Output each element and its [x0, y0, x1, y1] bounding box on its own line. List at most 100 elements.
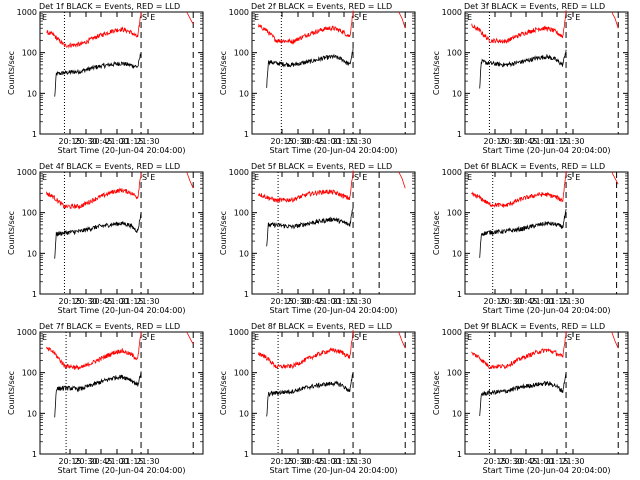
panel-title: Det 9f BLACK = Events, RED = LLD: [464, 322, 605, 331]
x-tick-label: 20:30: [286, 137, 309, 146]
x-tick-label: 20:30: [74, 297, 97, 306]
event-marker-s: S: [567, 13, 572, 22]
x-tick-label: 20:45: [89, 457, 112, 466]
series-events: [54, 53, 142, 97]
series-lld-tail: [398, 331, 406, 349]
y-tick-label: 1000: [17, 168, 37, 177]
event-marker-e: E: [575, 333, 580, 342]
series-lld: [471, 10, 567, 44]
y-axis-label: Counts/sec: [219, 211, 228, 255]
x-axis-label: Start Time (20-Jun-04 20:04:00): [270, 146, 398, 155]
x-tick-label: 20:45: [89, 137, 112, 146]
x-tick-label: 21:30: [348, 137, 371, 146]
panel-2f: Det 2f BLACK = Events, RED = LLD 1 10 100 10…: [219, 2, 416, 155]
event-marker-s: S: [142, 13, 147, 22]
panel-1f: Det 1f BLACK = Events, RED = LLD 1 10 100 10…: [7, 2, 204, 155]
x-axis-label: Start Time (20-Jun-04 20:04:00): [483, 466, 611, 475]
series-lld-tail: [186, 171, 194, 189]
x-tick-label: 20:15: [483, 297, 506, 306]
x-tick-label: 20:30: [74, 137, 97, 146]
panel-4f: Det 4f BLACK = Events, RED = LLD 1 10 100 10…: [7, 162, 204, 315]
x-axis-label: Start Time (20-Jun-04 20:04:00): [270, 466, 398, 475]
x-tick-label: 20:15: [483, 137, 506, 146]
event-marker-e: E: [467, 13, 472, 22]
x-tick-label: 20:30: [499, 297, 522, 306]
y-axis-label: Counts/sec: [432, 51, 441, 95]
event-marker-e: E: [150, 173, 155, 182]
series-lld: [46, 172, 142, 210]
x-tick-label: 21:00: [317, 457, 340, 466]
x-tick-label: 21:30: [348, 297, 371, 306]
y-tick-label: 10: [27, 249, 37, 258]
event-marker-e: E: [42, 173, 47, 182]
x-tick-label: 21:00: [317, 137, 340, 146]
event-marker-s: S: [567, 173, 572, 182]
series-events: [479, 373, 567, 417]
panel-title: Det 6f BLACK = Events, RED = LLD: [464, 162, 605, 171]
panel-6f: Det 6f BLACK = Events, RED = LLD 1 10 100 10…: [432, 162, 629, 315]
event-marker-e: E: [362, 173, 367, 182]
x-tick-label: 21:30: [561, 297, 584, 306]
x-axis-label: Start Time (20-Jun-04 20:04:00): [58, 146, 186, 155]
series-lld: [46, 331, 142, 371]
event-marker-s: S: [567, 333, 572, 342]
panel-title: Det 2f BLACK = Events, RED = LLD: [251, 2, 392, 11]
y-tick-label: 100: [447, 49, 462, 58]
plot-frame: [464, 11, 629, 135]
x-tick-label: 21:00: [530, 457, 553, 466]
y-tick-label: 10: [239, 409, 249, 418]
x-tick-label: 21:00: [530, 137, 553, 146]
x-tick-label: 20:45: [514, 457, 537, 466]
x-tick-label: 20:15: [483, 457, 506, 466]
event-marker-e: E: [362, 333, 367, 342]
series-events: [479, 49, 567, 89]
x-tick-label: 20:45: [301, 457, 324, 466]
panel-7f: Det 7f BLACK = Events, RED = LLD 1 10 100 10…: [7, 322, 204, 475]
event-marker-e: E: [42, 13, 47, 22]
x-axis-label: Start Time (20-Jun-04 20:04:00): [483, 306, 611, 315]
y-tick-label: 10: [452, 89, 462, 98]
y-axis-label: Counts/sec: [432, 211, 441, 255]
series-events: [54, 213, 142, 259]
x-tick-label: 20:30: [499, 137, 522, 146]
y-tick-label: 1: [457, 290, 462, 299]
y-tick-label: 1000: [229, 168, 249, 177]
series-lld-tail: [398, 11, 406, 29]
y-tick-label: 1: [244, 130, 249, 139]
y-tick-label: 1: [457, 130, 462, 139]
y-tick-label: 100: [447, 209, 462, 218]
event-marker-e: E: [254, 13, 259, 22]
x-tick-label: 21:30: [136, 457, 159, 466]
x-tick-label: 20:15: [58, 457, 81, 466]
x-axis-label: Start Time (20-Jun-04 20:04:00): [483, 146, 611, 155]
y-tick-label: 1000: [229, 8, 249, 17]
panel-title: Det 1f BLACK = Events, RED = LLD: [39, 2, 180, 11]
x-tick-label: 20:15: [58, 137, 81, 146]
series-lld: [471, 171, 567, 208]
event-marker-e: E: [254, 333, 259, 342]
x-tick-label: 21:00: [317, 297, 340, 306]
y-axis-label: Counts/sec: [432, 371, 441, 415]
x-tick-label: 20:45: [301, 137, 324, 146]
series-lld: [46, 12, 142, 49]
panel-9f: Det 9f BLACK = Events, RED = LLD 1 10 100 10…: [432, 322, 629, 475]
plot-frame: [39, 11, 204, 135]
panel-title: Det 3f BLACK = Events, RED = LLD: [464, 2, 605, 11]
y-tick-label: 1: [32, 290, 37, 299]
x-tick-label: 20:30: [286, 457, 309, 466]
panel-title: Det 4f BLACK = Events, RED = LLD: [39, 162, 180, 171]
x-axis-label: Start Time (20-Jun-04 20:04:00): [58, 466, 186, 475]
y-tick-label: 10: [27, 409, 37, 418]
event-marker-e: E: [42, 333, 47, 342]
y-tick-label: 1000: [442, 168, 462, 177]
y-axis-label: Counts/sec: [7, 211, 16, 255]
y-tick-label: 1000: [229, 328, 249, 337]
x-tick-label: 21:00: [105, 137, 128, 146]
x-tick-label: 21:15: [332, 137, 355, 146]
y-axis-label: Counts/sec: [219, 371, 228, 415]
x-tick-label: 21:30: [561, 457, 584, 466]
series-events: [54, 371, 142, 418]
series-lld: [258, 170, 354, 203]
x-tick-label: 21:15: [545, 297, 568, 306]
